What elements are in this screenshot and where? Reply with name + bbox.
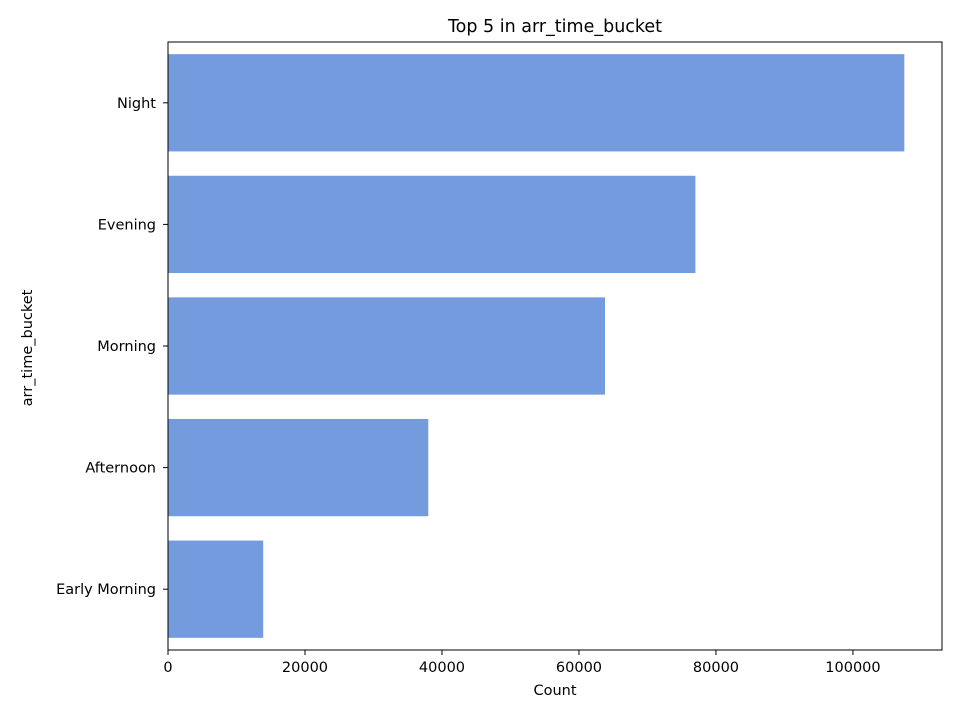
x-tick-label: 0 <box>163 660 172 676</box>
x-tick-label: 20000 <box>282 660 328 676</box>
chart-title: Top 5 in arr_time_bucket <box>447 17 662 37</box>
x-axis-ticks: 0 20000 40000 60000 80000 100000 <box>163 650 881 676</box>
y-tick-label: Afternoon <box>85 461 156 477</box>
bar-afternoon <box>168 418 429 517</box>
y-tick-label: Morning <box>97 339 156 355</box>
bar-evening <box>168 175 696 274</box>
y-tick-label: Early Morning <box>56 582 156 598</box>
bars-group <box>168 54 905 638</box>
x-tick-label: 100000 <box>825 660 880 676</box>
bar-night <box>168 54 905 152</box>
bar-early-morning <box>168 540 264 638</box>
y-axis-ticks: Night Evening Morning Afternoon Early Mornin… <box>56 96 168 598</box>
x-axis-title: Count <box>533 683 576 699</box>
y-axis-title: arr_time_bucket <box>20 289 36 406</box>
bar-morning <box>168 297 606 395</box>
x-tick-label: 60000 <box>556 660 602 676</box>
x-tick-label: 40000 <box>419 660 465 676</box>
y-tick-label: Evening <box>98 217 156 233</box>
plot-frame <box>167 41 943 651</box>
x-tick-label: 80000 <box>693 660 739 676</box>
y-tick-label: Night <box>117 96 156 112</box>
